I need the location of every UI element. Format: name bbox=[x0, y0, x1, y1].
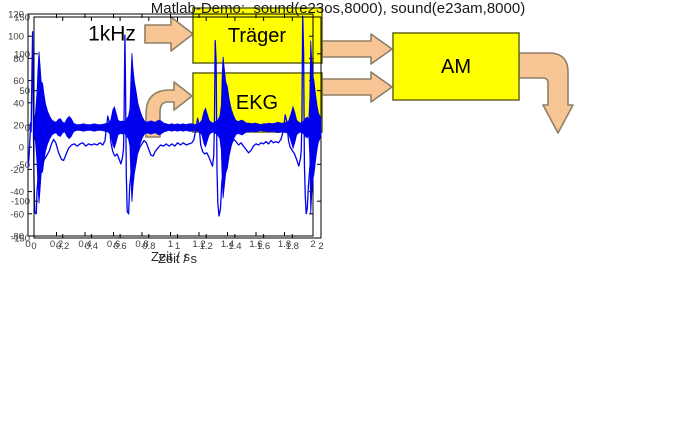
modulated-signal-trace bbox=[33, 40, 322, 215]
x-tick-label: 1.4 bbox=[221, 239, 234, 250]
x-tick-label: 0.4 bbox=[85, 241, 98, 252]
x-tick-label: 1.6 bbox=[249, 239, 262, 250]
am-block: AM bbox=[392, 32, 520, 101]
ekg-chart: 0 0.2 0.4 0.6 0.8 1 1.2 1.4 1.6 1.8 2 -80 -60 -40 -20 0… bbox=[8, 10, 316, 265]
y-tick-label: -100 bbox=[11, 197, 30, 208]
arrow-am-output-icon bbox=[518, 52, 574, 134]
x-tick-label: 0.2 bbox=[56, 241, 69, 252]
x-tick-label: 0.6 bbox=[113, 241, 126, 252]
y-tick-label: 100 bbox=[14, 49, 30, 60]
x-tick-label: 1.2 bbox=[192, 239, 205, 250]
x-tick-label: 0.4 bbox=[78, 239, 91, 250]
y-tick-label: 100 bbox=[8, 32, 24, 43]
y-tick-label: -60 bbox=[10, 209, 24, 220]
ekg-label: EKG bbox=[236, 92, 278, 114]
y-tick-label: -150 bbox=[11, 234, 30, 245]
x-tick-label: 0 bbox=[25, 239, 30, 250]
y-tick-label: -50 bbox=[16, 160, 30, 171]
y-tick-label: 0 bbox=[25, 123, 30, 134]
x-tick-label: 1 bbox=[175, 241, 180, 252]
x-tick-label: 0.8 bbox=[135, 239, 148, 250]
y-tick-label: 0 bbox=[19, 143, 24, 154]
x-axis-label: Zeit / s bbox=[158, 251, 198, 266]
x-tick-label: 2 bbox=[310, 239, 315, 250]
signal-trace bbox=[27, 15, 314, 217]
x-tick-label: 1.4 bbox=[228, 241, 241, 252]
x-tick-label: 2 bbox=[318, 241, 323, 252]
arrow-1khz-to-traeger-icon bbox=[144, 16, 194, 52]
x-tick-label: 1.2 bbox=[200, 241, 213, 252]
arrow-ekg-to-am-icon bbox=[321, 71, 393, 103]
x-tick-label: 0.2 bbox=[50, 239, 63, 250]
y-tick-label: 150 bbox=[14, 13, 30, 24]
y-tick-label: -40 bbox=[10, 187, 24, 198]
am-label: AM bbox=[441, 56, 471, 78]
x-tick-label: 1.6 bbox=[257, 241, 270, 252]
matlab-demo-caption: Matlab-Demo: sound(e23os,8000), sound(e2… bbox=[150, 0, 526, 17]
y-tick-label: -80 bbox=[10, 232, 24, 243]
y-tick-label: 40 bbox=[13, 98, 24, 109]
y-tick-label: 120 bbox=[8, 10, 24, 21]
am-box bbox=[392, 32, 520, 101]
arrow-traeger-to-am-icon bbox=[321, 33, 393, 65]
x-tick-label: 0.8 bbox=[142, 241, 155, 252]
y-tick-label: 50 bbox=[19, 86, 30, 97]
x-tick-label: 1.8 bbox=[286, 241, 299, 252]
x-tick-label: 0.6 bbox=[107, 239, 120, 250]
x-tick-label: 1 bbox=[168, 239, 173, 250]
input-frequency-label: 1kHz bbox=[88, 23, 136, 46]
x-axis-label: Zeit / s bbox=[151, 249, 191, 264]
traeger-label: Träger bbox=[228, 25, 287, 47]
y-tick-label: 20 bbox=[13, 121, 24, 132]
y-tick-label: 60 bbox=[13, 76, 24, 87]
am-chart: 0 0.2 0.4 0.6 0.8 1 1.2 1.4 1.6 1.8 2 -150 -100 -50 0 5… bbox=[11, 13, 324, 267]
x-tick-label: 0 bbox=[31, 241, 36, 252]
y-tick-label: 80 bbox=[13, 54, 24, 65]
y-tick-label: -20 bbox=[10, 165, 24, 176]
x-tick-label: 1.8 bbox=[278, 239, 291, 250]
